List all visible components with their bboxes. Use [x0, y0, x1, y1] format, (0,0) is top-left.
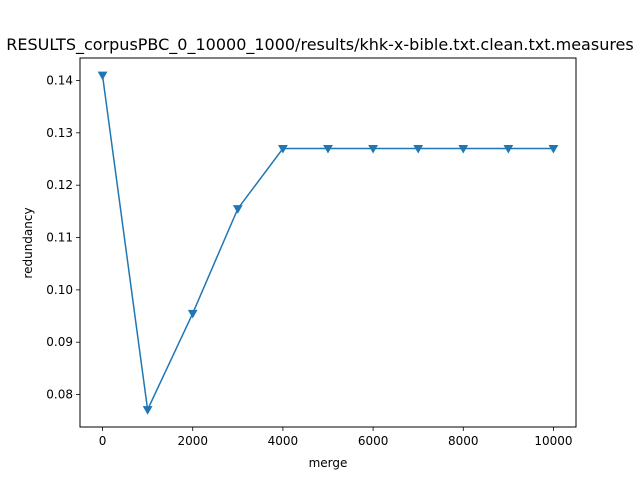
- y-tick-label: 0.11: [46, 231, 73, 245]
- data-point-marker: [278, 144, 288, 154]
- x-tick-label: 6000: [358, 434, 389, 448]
- x-tick-label: 2000: [177, 434, 208, 448]
- chart-title: RESULTS_corpusPBC_0_10000_1000/results/k…: [6, 35, 633, 55]
- data-point-marker: [368, 144, 378, 154]
- data-point-marker: [458, 144, 469, 154]
- y-tick-label: 0.13: [46, 126, 73, 140]
- x-tick-label: 10000: [534, 434, 572, 448]
- x-tick-label: 8000: [448, 434, 479, 448]
- data-point-marker: [187, 309, 198, 319]
- x-tick-label: 0: [99, 434, 107, 448]
- y-axis: 0.08 0.09 0.10 0.11 0.12 0.13 0.14: [46, 74, 80, 402]
- data-point-marker: [323, 144, 333, 154]
- data-point-marker: [97, 71, 108, 81]
- data-point-marker: [503, 144, 514, 154]
- data-point-marker: [548, 144, 559, 154]
- series-markers: [97, 71, 559, 415]
- x-axis: 0 2000 4000 6000 8000 10000: [99, 427, 573, 448]
- x-axis-label: merge: [309, 456, 348, 470]
- data-point-marker: [142, 406, 153, 415]
- data-point-marker: [413, 144, 424, 154]
- y-tick-label: 0.09: [46, 335, 73, 349]
- y-tick-label: 0.14: [46, 74, 73, 88]
- y-tick-label: 0.08: [46, 388, 73, 402]
- y-axis-label: redundancy: [21, 207, 35, 278]
- y-tick-label: 0.10: [46, 283, 73, 297]
- x-tick-label: 4000: [268, 434, 299, 448]
- plot-frame: [79, 57, 577, 428]
- data-point-marker: [232, 205, 243, 214]
- y-tick-label: 0.12: [46, 178, 73, 192]
